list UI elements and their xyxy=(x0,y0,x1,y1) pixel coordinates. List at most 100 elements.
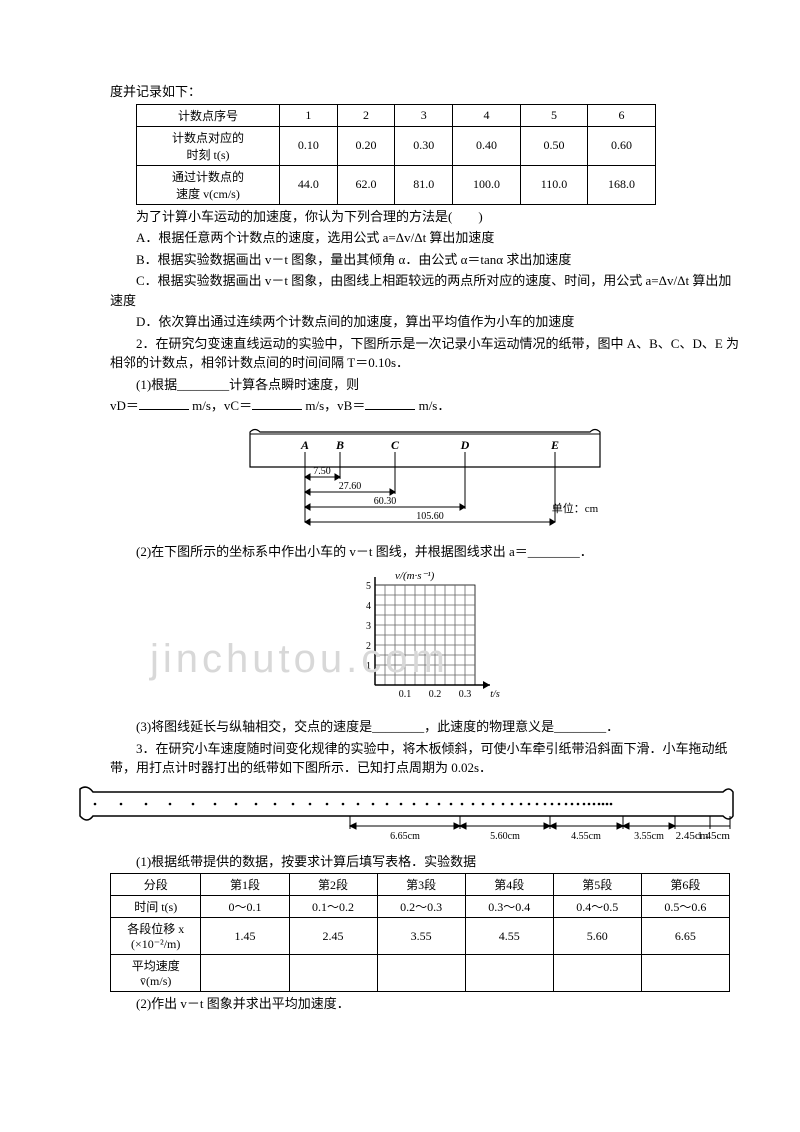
t2-r1c5: 0.4～0.5 xyxy=(553,896,641,918)
svg-text:60.30: 60.30 xyxy=(374,496,397,507)
t1-r1c1: 0.10 xyxy=(280,126,338,165)
svg-text:3: 3 xyxy=(366,621,371,632)
t1-r1c4: 0.40 xyxy=(453,126,521,165)
svg-text:4.55cm: 4.55cm xyxy=(571,831,601,842)
t2-r2c6: 6.65 xyxy=(641,918,729,955)
q2-sub3: (3)将图线延长与纵轴相交，交点的速度是________，此速度的物理意义是__… xyxy=(110,717,740,737)
t1-r1c5: 0.50 xyxy=(520,126,587,165)
t2-r3c2[interactable] xyxy=(289,955,377,992)
svg-text:v/(m·s⁻¹): v/(m·s⁻¹) xyxy=(395,570,435,582)
svg-text:C: C xyxy=(391,438,400,452)
svg-text:6.65cm: 6.65cm xyxy=(390,831,420,842)
t1-r2c3: 81.0 xyxy=(395,165,453,204)
q2-sub1-txt: (1)根据________计算各点瞬时速度，则 xyxy=(136,377,359,392)
t2-r0c4: 第4段 xyxy=(465,874,553,896)
svg-text:0.1: 0.1 xyxy=(399,689,412,700)
svg-text:D: D xyxy=(460,438,470,452)
t2-r3c1[interactable] xyxy=(201,955,289,992)
t2-r2c5: 5.60 xyxy=(553,918,641,955)
q1-A: A．根据任意两个计数点的速度，选用公式 a=Δv/Δt 算出加速度 xyxy=(110,228,740,248)
t2-r1c0: 时间 t(s) xyxy=(111,896,201,918)
t2-r0c1: 第1段 xyxy=(201,874,289,896)
t1-r2c0: 通过计数点的 速度 v(cm/s) xyxy=(137,165,280,204)
q2-sub1: (1)根据________计算各点瞬时速度，则 xyxy=(110,375,740,395)
intro: 度并记录如下： xyxy=(110,82,740,102)
svg-text:t/s: t/s xyxy=(490,689,500,700)
svg-text:5: 5 xyxy=(366,581,371,592)
t2-r1c6: 0.5～0.6 xyxy=(641,896,729,918)
t1-r2c5: 110.0 xyxy=(520,165,587,204)
grid-figure: v/(m·s⁻¹) 1 xyxy=(110,567,740,711)
t1-r2c1: 44.0 xyxy=(280,165,338,204)
t1-h2: 2 xyxy=(337,104,395,126)
svg-text:105.60: 105.60 xyxy=(416,511,444,522)
svg-text:27.60: 27.60 xyxy=(339,481,362,492)
t1-r1c3: 0.30 xyxy=(395,126,453,165)
svg-text:1.45cm: 1.45cm xyxy=(697,830,730,842)
t2-r2c4: 4.55 xyxy=(465,918,553,955)
t2-r0c3: 第3段 xyxy=(377,874,465,896)
q1-stem: 为了计算小车运动的加速度，你认为下列合理的方法是( ) xyxy=(110,207,740,227)
t1-h5: 5 xyxy=(520,104,587,126)
t2-r0c0: 分段 xyxy=(111,874,201,896)
svg-text:E: E xyxy=(550,438,559,452)
svg-text:3.55cm: 3.55cm xyxy=(634,831,664,842)
blank-vc[interactable] xyxy=(252,396,302,410)
vb-end: m/s． xyxy=(419,398,451,413)
q1-D: D．依次算出通过连续两个计数点间的加速度，算出平均值作为小车的加速度 xyxy=(110,312,740,332)
t1-r1c6: 0.60 xyxy=(588,126,656,165)
t2-r3c6[interactable] xyxy=(641,955,729,992)
t2-r0c5: 第5段 xyxy=(553,874,641,896)
svg-text:1: 1 xyxy=(366,661,371,672)
t1-h0: 计数点序号 xyxy=(137,104,280,126)
t2-r1c2: 0.1～0.2 xyxy=(289,896,377,918)
t1-r2c6: 168.0 xyxy=(588,165,656,204)
t1-r1c0: 计数点对应的 时刻 t(s) xyxy=(137,126,280,165)
t2-r3c0: 平均速度 v̄(m/s) xyxy=(111,955,201,992)
svg-text:B: B xyxy=(335,438,344,452)
t1-r1c2: 0.20 xyxy=(337,126,395,165)
t2-r1c3: 0.2～0.3 xyxy=(377,896,465,918)
blank-vb[interactable] xyxy=(365,396,415,410)
t1-h1: 1 xyxy=(280,104,338,126)
t1-r2c2: 62.0 xyxy=(337,165,395,204)
q3-sub2: (2)作出 v－t 图象并求出平均加速度． xyxy=(110,994,740,1014)
svg-text:0.3: 0.3 xyxy=(459,689,472,700)
table-data-2: 分段 第1段 第2段 第3段 第4段 第5段 第6段 时间 t(s) 0～0.1… xyxy=(110,873,730,992)
q1-B: B．根据实验数据画出 v－t 图象，量出其倾角 α．由公式 α＝tanα 求出加… xyxy=(110,250,740,270)
svg-text:7.50: 7.50 xyxy=(313,466,331,477)
t2-r2c2: 2.45 xyxy=(289,918,377,955)
t2-r2c1: 1.45 xyxy=(201,918,289,955)
t2-r2c0: 各段位移 x (×10⁻²/m) xyxy=(111,918,201,955)
t1-h3: 3 xyxy=(395,104,453,126)
t2-r0c6: 第6段 xyxy=(641,874,729,896)
vd-label: vD＝ xyxy=(110,398,139,413)
t2-r3c5[interactable] xyxy=(553,955,641,992)
t1-h6: 6 xyxy=(588,104,656,126)
q1-C: C．根据实验数据画出 v－t 图象，由图线上相距较远的两点所对应的速度、时间，用… xyxy=(110,271,740,310)
q2-sub2: (2)在下图所示的坐标系中作出小车的 v－t 图线，并根据图线求出 a＝____… xyxy=(110,542,740,562)
t2-r1c1: 0～0.1 xyxy=(201,896,289,918)
blank-vd[interactable] xyxy=(139,396,189,410)
q2-sub1b: vD＝ m/s，vC＝ m/s，vB＝ m/s． xyxy=(110,396,740,416)
tape-figure-1: A B C D E 7.50 27.60 xyxy=(110,422,740,536)
q3-stem: 3．在研究小车速度随时间变化规律的实验中，将木板倾斜，可使小车牵引纸带沿斜面下滑… xyxy=(110,739,740,778)
svg-text:5.60cm: 5.60cm xyxy=(490,831,520,842)
q3-sub1: (1)根据纸带提供的数据，按要求计算后填写表格．实验数据 xyxy=(110,852,740,872)
t2-r3c3[interactable] xyxy=(377,955,465,992)
t1-h4: 4 xyxy=(453,104,521,126)
t1-r2c4: 100.0 xyxy=(453,165,521,204)
t2-r2c3: 3.55 xyxy=(377,918,465,955)
svg-text:2: 2 xyxy=(366,641,371,652)
tape-figure-2: 6.65cm 5.60cm 4.55cm 3.55cm 2.45cm 1.45c… xyxy=(70,784,740,846)
t2-r3c4[interactable] xyxy=(465,955,553,992)
vc-label: m/s，vC＝ xyxy=(192,398,252,413)
svg-text:4: 4 xyxy=(366,601,371,612)
svg-text:0.2: 0.2 xyxy=(429,689,442,700)
q2-stem: 2．在研究匀变速直线运动的实验中，下图所示是一次记录小车运动情况的纸带，图中 A… xyxy=(110,334,740,373)
table-data-1: 计数点序号 1 2 3 4 5 6 计数点对应的 时刻 t(s) 0.10 0.… xyxy=(136,104,656,205)
vb-label: m/s，vB＝ xyxy=(305,398,365,413)
t2-r0c2: 第2段 xyxy=(289,874,377,896)
svg-text:A: A xyxy=(300,438,309,452)
t2-r1c4: 0.3～0.4 xyxy=(465,896,553,918)
